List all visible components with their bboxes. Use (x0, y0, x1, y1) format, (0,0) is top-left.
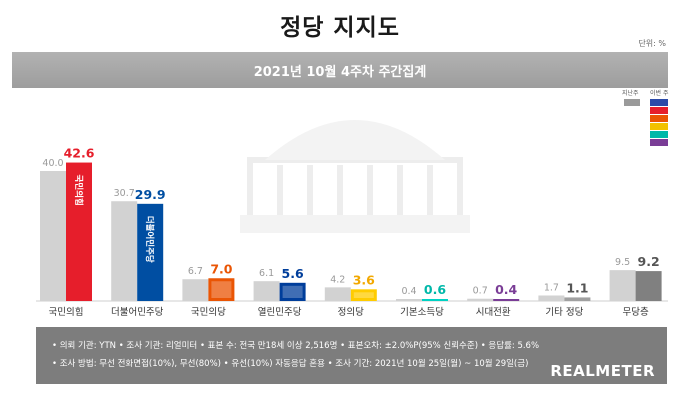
category-label: 국민의힘 (49, 307, 84, 318)
value-label-prev: 40.0 (42, 158, 63, 169)
category-label: 기본소득당 (400, 307, 444, 318)
value-label-prev: 6.1 (259, 268, 274, 279)
bar-curr-1 (137, 203, 164, 301)
party-logo (353, 292, 374, 298)
realmeter-logo: REALMETER (550, 362, 655, 380)
party-logo: 더불어민주당 (144, 216, 155, 263)
bar-prev-4 (324, 287, 351, 301)
bar-curr-0 (66, 162, 92, 301)
bar-curr-7 (564, 297, 591, 301)
bar-prev-0 (40, 171, 66, 301)
bar-curr-8 (635, 271, 662, 301)
legend-curr-swatch (650, 139, 668, 146)
party-logo: 국민의힘 (73, 175, 84, 206)
value-label-prev: 6.7 (188, 266, 203, 277)
category-label: 기타 정당 (545, 307, 583, 318)
survey-info-line-1: • 의뢰 기관: YTN • 조사 기관: 리얼미터 • 표본 수: 전국 만1… (52, 341, 540, 351)
value-label-prev: 9.5 (615, 257, 630, 268)
bar-prev-5 (396, 299, 422, 301)
party-logo (211, 281, 232, 298)
bar-curr-5 (422, 299, 448, 301)
category-label: 열린민주당 (258, 307, 302, 318)
category-label: 시대전환 (476, 306, 511, 318)
bar-prev-6 (467, 298, 494, 301)
bar-prev-1 (111, 201, 138, 301)
subtitle-banner: 2021년 10월 4주차 주간집계 (12, 52, 668, 88)
value-label-prev: 0.7 (473, 286, 488, 297)
value-label-curr: 1.1 (566, 280, 588, 295)
bar-prev-2 (182, 279, 209, 301)
value-label-curr: 29.9 (135, 187, 166, 202)
assembly-watermark (240, 120, 470, 233)
legend-curr-swatch (650, 123, 668, 130)
survey-info-line-2: • 조사 방법: 무선 전화면접(10%), 무선(80%) • 유선(10%)… (52, 359, 529, 369)
value-label-prev: 30.7 (114, 188, 135, 199)
legend-prev-swatch (624, 99, 640, 106)
chart-title: 정당 지지도 (280, 15, 400, 41)
bar-curr-3 (279, 282, 306, 301)
legend-curr-swatch (650, 131, 668, 138)
bar-prev-8 (609, 270, 636, 301)
value-label-curr: 0.6 (424, 282, 446, 297)
value-label-curr: 0.4 (495, 282, 517, 297)
bar-curr-4 (350, 289, 377, 301)
value-label-curr: 9.2 (638, 254, 660, 269)
category-label: 정의당 (338, 307, 364, 318)
legend-curr-swatch (650, 99, 668, 106)
category-label: 무당층 (622, 307, 648, 318)
party-logo (282, 285, 303, 298)
value-label-prev: 4.2 (330, 274, 345, 285)
value-label-prev: 0.4 (401, 286, 416, 297)
bar-prev-7 (538, 295, 565, 301)
chart-subtitle: 2021년 10월 4주차 주간집계 (253, 64, 427, 80)
value-label-curr: 7.0 (210, 261, 232, 276)
legend-curr-label: 이번 주 (650, 90, 669, 97)
bar-curr-2 (208, 278, 235, 301)
category-label: 국민의당 (191, 307, 226, 318)
bar-prev-3 (253, 281, 280, 301)
legend-prev-label: 지난주 (622, 90, 639, 97)
value-label-prev: 1.7 (544, 282, 559, 293)
unit-label: 단위: % (638, 39, 666, 48)
value-label-curr: 42.6 (64, 146, 95, 161)
category-label: 더불어민주당 (111, 307, 164, 318)
survey-info-box: • 의뢰 기관: YTN • 조사 기관: 리얼미터 • 표본 수: 전국 만1… (36, 327, 667, 384)
legend: 지난주 이번 주 (618, 88, 670, 150)
bar-curr-6 (493, 299, 520, 301)
legend-curr-swatch (650, 115, 668, 122)
legend-curr-swatch (650, 107, 668, 114)
value-label-curr: 3.6 (353, 272, 375, 287)
value-label-curr: 5.6 (282, 266, 304, 281)
